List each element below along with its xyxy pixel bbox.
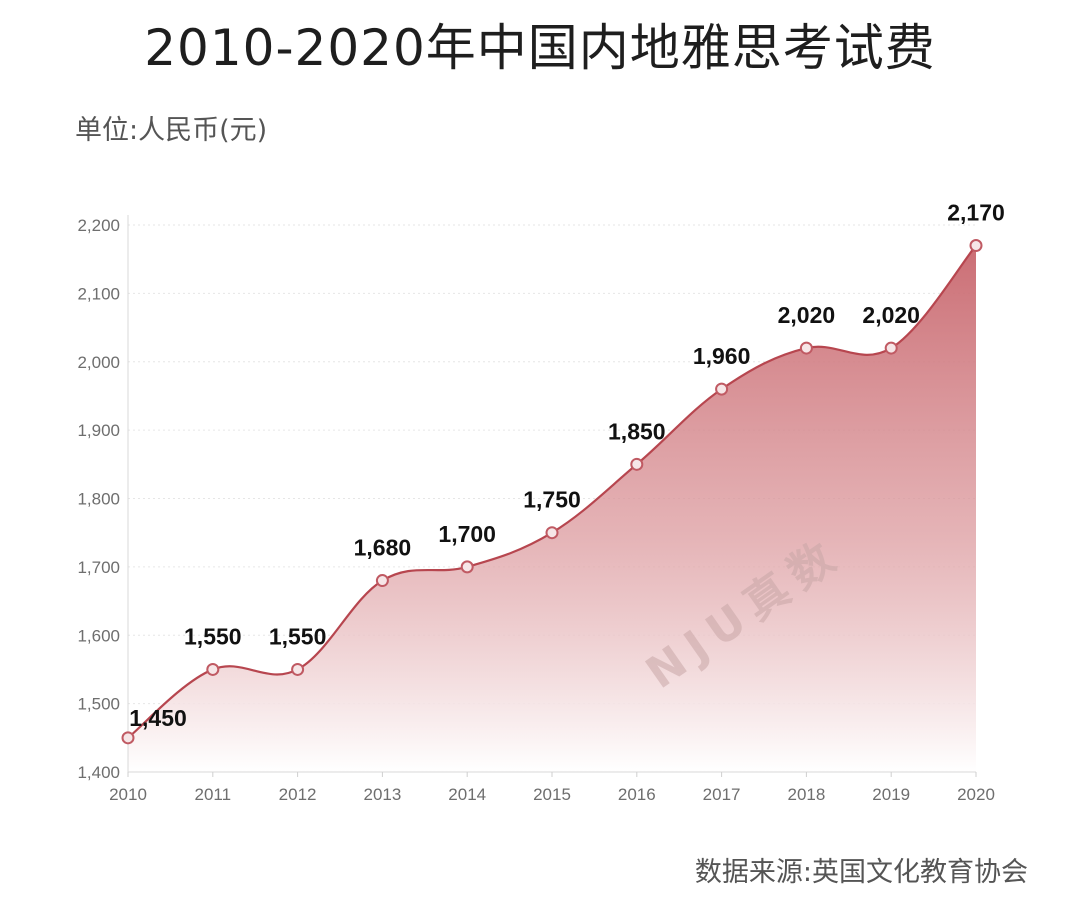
x-tick-label: 2020 [957, 785, 995, 804]
data-point [799, 341, 813, 355]
data-point [121, 731, 135, 745]
data-point [460, 560, 474, 574]
data-label: 1,850 [608, 418, 666, 444]
y-tick-label: 1,500 [77, 695, 120, 714]
y-tick-label: 1,400 [77, 763, 120, 782]
data-label: 1,550 [184, 623, 242, 649]
data-point [715, 382, 729, 396]
x-tick-label: 2017 [703, 785, 741, 804]
data-label: 1,960 [693, 343, 751, 369]
x-tick-label: 2011 [195, 785, 232, 804]
data-point [630, 457, 644, 471]
x-tick-label: 2019 [872, 785, 910, 804]
markers [121, 239, 983, 745]
data-label: 1,550 [269, 623, 327, 649]
data-label: 1,680 [354, 535, 412, 561]
data-label: 1,750 [523, 487, 581, 513]
data-labels: 1,450 1,550 1,550 1,680 1,700 1,750 1,850 1,960… [129, 200, 1005, 731]
data-point [969, 239, 983, 253]
x-tick-label: 2012 [279, 785, 317, 804]
unit-label: 单位:人民币(元) [75, 115, 268, 146]
chart-title: 2010-2020年中国内地雅思考试费 [144, 19, 936, 77]
axes: 1,400 1,500 1,600 1,700 1,800 1,900 2,000 2,100… [77, 215, 995, 804]
x-tick-label: 2015 [533, 785, 571, 804]
x-tick-label: 2014 [448, 785, 486, 804]
data-label: 2,020 [862, 302, 920, 328]
data-point [375, 574, 389, 588]
data-point [545, 526, 559, 540]
source-note: 数据来源:英国文化教育协会 [694, 857, 1028, 888]
y-tick-label: 2,100 [77, 284, 120, 303]
data-label: 1,700 [438, 521, 496, 547]
y-tick-label: 2,000 [77, 353, 120, 372]
y-tick-label: 1,600 [77, 626, 120, 645]
x-tick-label: 2010 [109, 785, 147, 804]
data-point [291, 662, 305, 676]
y-tick-label: 1,700 [77, 558, 120, 577]
x-tick-label: 2013 [363, 785, 401, 804]
x-tick-label: 2016 [618, 785, 656, 804]
data-label: 1,450 [129, 705, 187, 731]
data-label: 2,020 [778, 302, 836, 328]
data-point [206, 662, 220, 676]
y-tick-label: 1,900 [77, 421, 120, 440]
data-label: 2,170 [947, 200, 1005, 226]
data-point [884, 341, 898, 355]
x-tick-label: 2018 [787, 785, 825, 804]
y-tick-label: 2,200 [77, 216, 120, 235]
y-tick-label: 1,800 [77, 490, 120, 509]
series-area-fill [128, 245, 976, 772]
